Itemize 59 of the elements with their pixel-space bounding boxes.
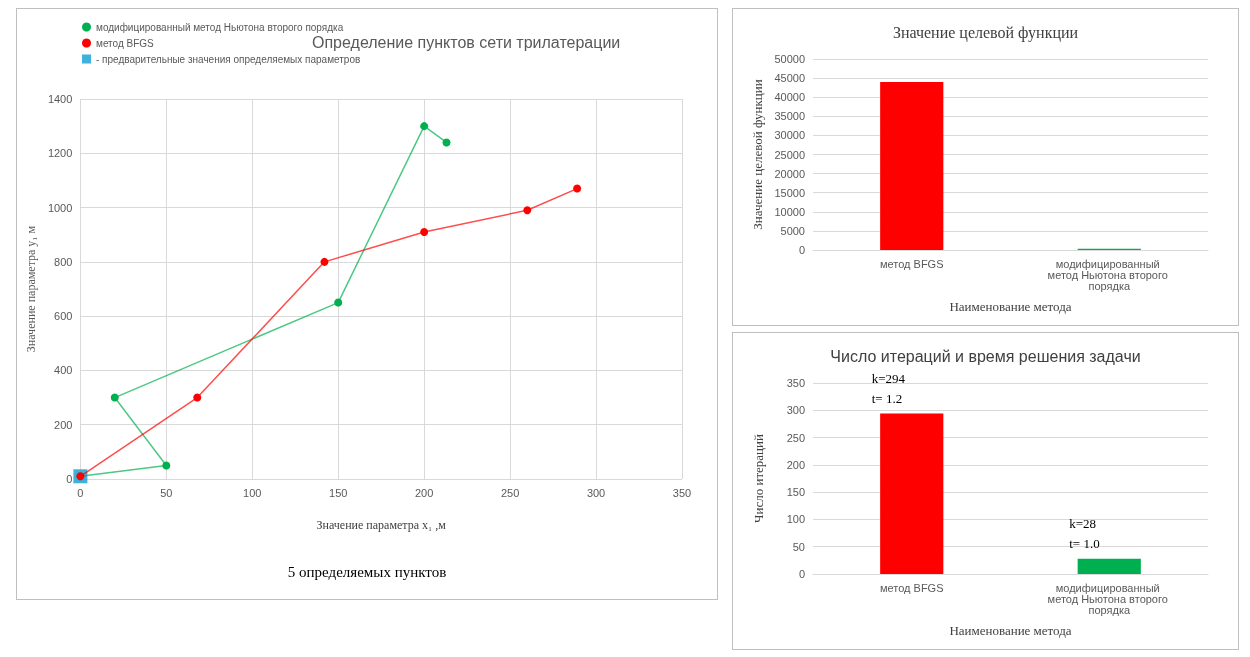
y-tick-label: 15000 <box>774 186 805 199</box>
y-tick-label: 50 <box>792 540 805 553</box>
x-tick-label: 200 <box>414 486 434 499</box>
y-axis-title: Значение целевой функции <box>749 79 765 230</box>
point <box>523 206 532 215</box>
y-tick-label: 100 <box>786 513 805 526</box>
y-tick-label: 25000 <box>774 148 805 161</box>
point <box>193 393 202 402</box>
y-tick-label: 1400 <box>47 93 73 105</box>
legend-label: - предварительные значения определяемых параметров <box>96 53 361 65</box>
y-axis-title: Число итераций <box>751 433 766 523</box>
y-tick-label: 30000 <box>774 129 805 142</box>
y-tick-label: 10000 <box>774 205 805 218</box>
point <box>442 138 451 147</box>
y-axis-title: Значение параметра y₁ м <box>24 225 38 353</box>
point <box>420 122 429 131</box>
x-tick-label: 50 <box>160 486 173 499</box>
y-tick-label: 1200 <box>47 147 73 160</box>
y-tick-label: 40000 <box>774 91 805 104</box>
x-tick-label: 0 <box>77 486 84 499</box>
y-tick-label: 600 <box>54 310 73 323</box>
x-axis-title: Наименование метода <box>949 299 1072 314</box>
y-tick-label: 5000 <box>780 224 805 237</box>
y-tick-label: 45000 <box>774 72 805 85</box>
y-tick-label: 35000 <box>774 110 805 123</box>
x-tick-label: 350 <box>672 486 692 499</box>
y-tick-label: 0 <box>798 244 805 256</box>
chart-title: Значение целевой функции <box>892 23 1079 42</box>
y-tick-label: 300 <box>786 404 805 417</box>
x-tick-label: 100 <box>243 486 262 499</box>
x-tick-label: 250 <box>500 486 520 499</box>
y-tick-label: 1000 <box>47 201 73 214</box>
y-tick-label: 400 <box>54 364 73 377</box>
chart-title: Число итераций и время решения задачи <box>830 347 1141 365</box>
point <box>110 393 119 402</box>
point <box>573 184 582 193</box>
data-label: k=28 t= 1.0 <box>1069 516 1100 552</box>
data-label: k=294 t= 1.2 <box>871 371 906 407</box>
y-tick-label: 0 <box>66 473 73 485</box>
y-tick-label: 0 <box>798 568 805 580</box>
point <box>334 298 343 307</box>
legend-label: метод BFGS <box>96 37 155 49</box>
point <box>320 257 329 266</box>
y-tick-label: 200 <box>54 418 73 431</box>
point <box>420 228 429 236</box>
x-tick-label: 300 <box>586 486 606 499</box>
x-axis-title: Наименование метода <box>949 623 1072 638</box>
point <box>162 461 171 470</box>
chart-title: Определение пунктов сети трилатерации <box>312 33 621 51</box>
y-tick-label: 50000 <box>774 53 805 65</box>
y-tick-label: 350 <box>786 377 805 389</box>
y-tick-label: 250 <box>786 431 805 444</box>
y-tick-label: 200 <box>786 458 805 471</box>
text: 5 определяемых пунктов <box>287 563 447 580</box>
legend-label: модифицированный метод Ньютона второго порядка <box>96 21 344 33</box>
y-tick-label: 800 <box>54 255 73 268</box>
x-tick-label: 150 <box>329 486 348 499</box>
x-axis-title: Значение параметра x₁ ,м <box>316 518 447 532</box>
y-tick-label: 20000 <box>774 167 805 180</box>
